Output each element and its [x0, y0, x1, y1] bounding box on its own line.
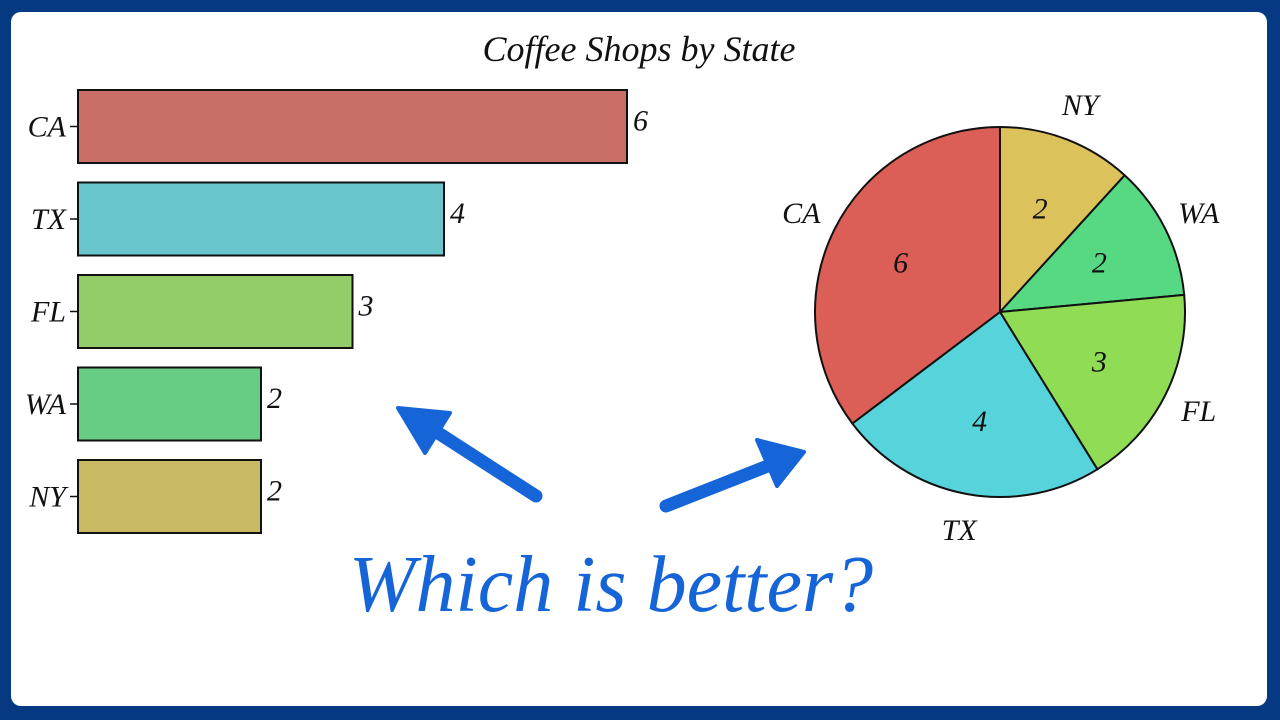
- pie-category-label: WA: [1178, 197, 1220, 230]
- headline-question: Which is better?: [348, 541, 874, 629]
- pie-slice-wa: [999, 174, 1186, 313]
- bar-value-label: 4: [450, 197, 465, 230]
- bar-value-label: 2: [267, 382, 282, 415]
- bar-value-label: 6: [633, 105, 648, 138]
- pie-chart: 2 NY 2 WA 3 FL 4 TX 6 CA: [782, 89, 1220, 547]
- y-tick-label: WA: [25, 388, 67, 421]
- pie-slice-tx: [851, 311, 1099, 498]
- slide-card: Coffee Shops by State CA 6 TX 4 FL 3 WA 2 NY 2 2 N…: [11, 12, 1267, 706]
- y-tick-label: FL: [30, 296, 66, 329]
- y-tick-label: NY: [28, 481, 69, 514]
- y-tick-label: CA: [28, 111, 67, 144]
- bar-value-label: 2: [267, 475, 282, 508]
- arrow-to-bar-chart-icon: [396, 406, 543, 503]
- bar-value-label: 3: [358, 290, 374, 323]
- chart-title: Coffee Shops by State: [482, 29, 796, 69]
- pie-category-label: TX: [942, 514, 979, 547]
- pie-value-label: 3: [1091, 345, 1107, 378]
- pie-value-label: 4: [972, 405, 987, 438]
- pie-slice-ny: [999, 126, 1126, 313]
- pie-category-label: FL: [1180, 395, 1216, 428]
- arrow-to-pie-chart-icon: [659, 438, 806, 513]
- y-tick-label: TX: [31, 203, 68, 236]
- bar-wa: [77, 366, 262, 442]
- pie-category-label: NY: [1061, 89, 1102, 122]
- bar-chart: CA 6 TX 4 FL 3 WA 2 NY 2: [25, 89, 648, 534]
- pie-value-label: 6: [893, 247, 908, 280]
- pie-value-label: 2: [1033, 192, 1048, 225]
- bar-ca: [77, 89, 628, 164]
- charts-canvas: CA 6 TX 4 FL 3 WA 2 NY 2 2 NY 2 WA 3 FL 4 TX 6 CA: [25, 89, 1220, 547]
- bar-ny: [77, 459, 262, 534]
- bar-tx: [77, 181, 445, 257]
- pie-value-label: 2: [1092, 247, 1107, 280]
- pie-slice-ca: [814, 126, 1001, 425]
- pie-slice-fl: [999, 293, 1186, 471]
- pie-category-label: CA: [782, 197, 821, 230]
- bar-fl: [77, 274, 354, 349]
